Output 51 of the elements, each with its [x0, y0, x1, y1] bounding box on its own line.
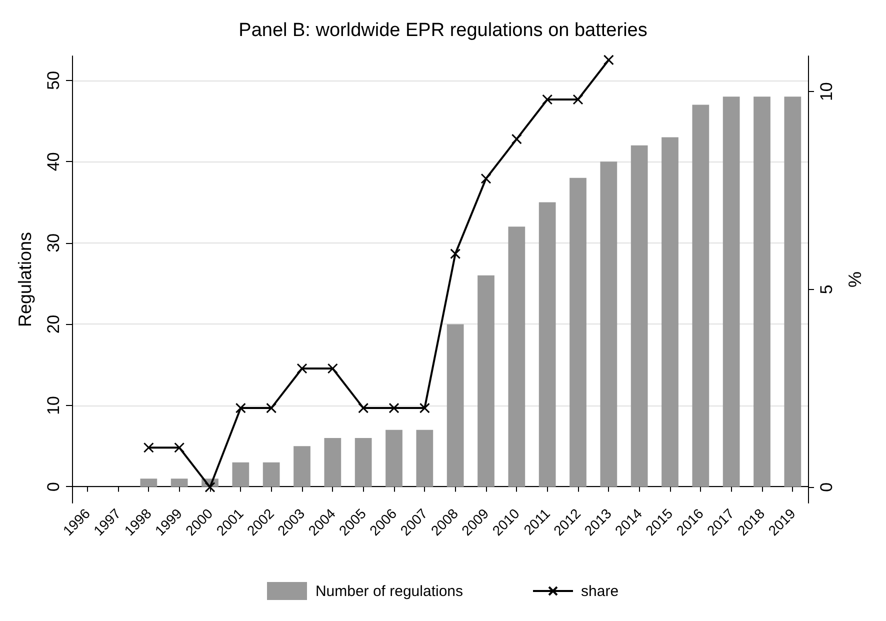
y-tick-label: 50	[44, 70, 63, 90]
bar	[692, 104, 710, 487]
y-axis-title: Regulations	[15, 232, 35, 328]
bar	[538, 202, 556, 487]
bar	[324, 438, 342, 487]
point	[542, 94, 553, 105]
y-tick-label: 20	[44, 314, 63, 334]
bar	[140, 478, 158, 487]
y-tick-label: 0	[44, 482, 63, 492]
chart-title: Panel B: worldwide EPR regulations on batteries	[238, 20, 648, 41]
point	[450, 248, 461, 260]
point	[266, 402, 277, 414]
bar	[662, 137, 678, 487]
legend-label: share	[581, 582, 619, 600]
point	[296, 363, 308, 374]
bar	[508, 226, 526, 487]
bar	[570, 178, 586, 487]
point	[419, 402, 430, 414]
y-tick-label: 40	[44, 152, 63, 172]
bar	[262, 462, 280, 487]
bar	[446, 324, 464, 487]
bar	[416, 430, 434, 487]
point	[358, 402, 369, 414]
point	[511, 134, 522, 144]
bar	[784, 96, 802, 487]
point	[174, 442, 185, 453]
bar	[722, 96, 740, 487]
point	[235, 402, 246, 414]
y2-tick-label: 10	[817, 82, 836, 102]
bar	[170, 478, 188, 487]
bar	[386, 430, 402, 487]
point	[603, 54, 614, 66]
bar	[600, 162, 618, 487]
bar	[232, 462, 250, 487]
y2-axis-title: %	[845, 271, 865, 288]
point	[204, 482, 216, 492]
y-tick-label: 10	[44, 396, 63, 415]
bar	[354, 438, 372, 487]
point	[143, 442, 154, 453]
y2-tick-label: 5	[817, 284, 836, 294]
bar	[754, 96, 770, 487]
bar	[630, 145, 648, 487]
point	[572, 94, 584, 105]
y-tick-label: 30	[44, 233, 63, 252]
legend-label: Number of regulations	[315, 582, 464, 600]
bar	[294, 446, 310, 487]
point	[388, 402, 400, 414]
y2-tick-label: 0	[817, 482, 836, 492]
point	[327, 363, 338, 374]
bar	[478, 275, 494, 487]
point	[480, 173, 492, 184]
